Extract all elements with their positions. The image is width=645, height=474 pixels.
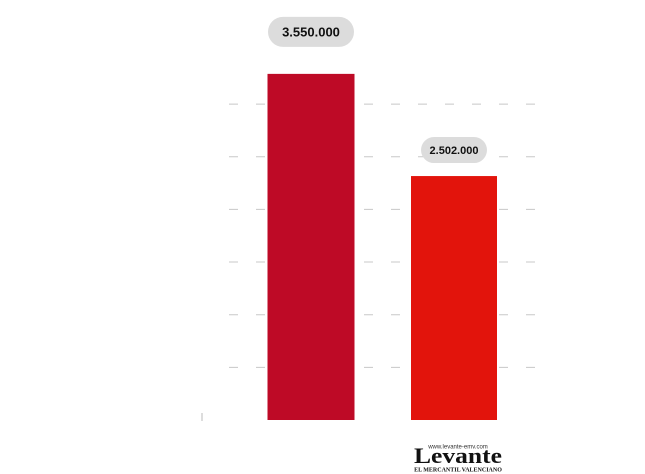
value-label: 2.502.000 (430, 145, 479, 157)
value-label: 3.550.000 (282, 24, 340, 39)
logo-name: Levante (414, 443, 502, 468)
logo-url: www.levante-emv.com (427, 445, 488, 451)
bar (267, 73, 355, 420)
value-label-bg (268, 16, 354, 47)
bar (411, 176, 497, 420)
logo-tagline: EL MERCANTIL VALENCIANO (414, 467, 502, 473)
value-label-bg (421, 137, 487, 164)
